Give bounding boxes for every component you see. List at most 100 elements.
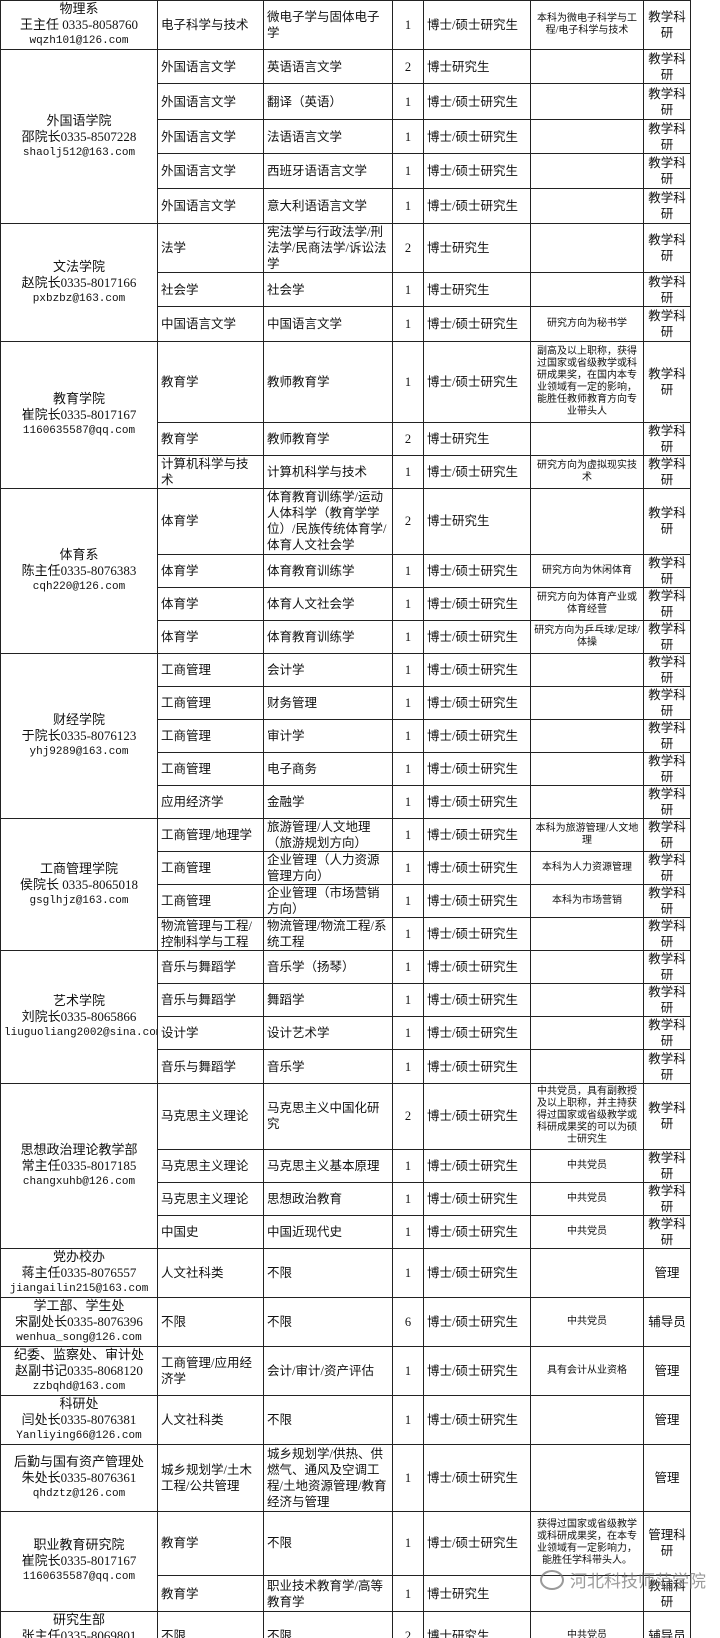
count-cell: 1: [392, 1510, 424, 1577]
count-cell: 1: [392, 950, 424, 985]
department-cell: 艺术学院 刘院长0335-8065866 liuguoliang2002@sina.…: [0, 950, 158, 1084]
contact-phone: 崔院长0335-8017167: [21, 1553, 137, 1569]
table-row: 物理系 王主任 0335-8058760 wqzh101@126.com 电子科学与技…: [0, 0, 691, 50]
discipline-cell: 体育学: [157, 619, 264, 654]
degree-cell: 博士/硕士研究生: [423, 1016, 531, 1051]
major-cell: 电子商务: [263, 751, 393, 787]
contact-phone: 朱处长0335-8076361: [21, 1469, 137, 1485]
table-row: 中国史 中国近现代史 1 博士/硕士研究生 中共党员 教学科研: [1, 1214, 691, 1249]
count-cell: 1: [392, 272, 424, 307]
contact-phone: 赵副书记0335-8068120: [15, 1362, 143, 1378]
post-type-cell: 教学科研: [643, 917, 691, 952]
count-cell: 1: [392, 652, 424, 687]
contact-email: liuguoliang2002@sina.com: [4, 1027, 158, 1040]
degree-cell: 博士研究生: [423, 487, 531, 555]
contact-email: changxuhb@126.com: [22, 1175, 136, 1188]
requirement-cell: 中共党员: [530, 1181, 644, 1216]
major-cell: 企业管理（人力资源管理方向）: [263, 851, 393, 886]
major-cell: 英语语言文学: [263, 48, 393, 85]
department-cell: 后勤与国有资产管理处 朱处长0335-8076361 qhdztz@126.com: [0, 1443, 158, 1512]
major-cell: 会计学: [263, 652, 393, 687]
department-cell: 外国语学院 邵院长0335-8507228 shaolj512@163.com: [0, 48, 158, 225]
table-row: 工商管理学院 侯院长 0335-8065018 gsglhjz@163.com 工商管…: [0, 818, 691, 952]
post-type-cell: 教学科研: [643, 1016, 691, 1051]
degree-cell: 博士/硕士研究生: [423, 187, 531, 225]
department-cell: 教育学院 崔院长0335-8017167 1160635587@qq.com: [0, 341, 158, 489]
table-row: 外国语言文学 意大利语语言文学 1 博士/硕士研究生 教学科研: [1, 187, 691, 225]
degree-cell: 博士研究生: [423, 223, 531, 274]
contact-phone: 张主任0335-8069801: [21, 1628, 137, 1638]
count-cell: 1: [392, 1181, 424, 1216]
post-type-cell: 辅导员: [643, 1610, 691, 1638]
count-cell: 2: [392, 48, 424, 85]
department-name: 党办校办: [52, 1248, 105, 1264]
post-type-cell: 管理: [643, 1345, 691, 1396]
degree-cell: 博士/硕士研究生: [423, 718, 531, 753]
discipline-cell: 工商管理: [157, 884, 264, 919]
degree-cell: 博士/硕士研究生: [423, 917, 531, 952]
table-row: 体育系 陈主任0335-8076383 cqh220@126.com 体育学 体育教育训…: [0, 487, 691, 654]
table-row: 职业教育研究院 崔院长0335-8017167 1160635587@qq.com 教…: [0, 1510, 691, 1612]
department-name: 物理系: [59, 1, 99, 17]
table-row: 工商管理 审计学 1 博士/硕士研究生 教学科研: [1, 718, 691, 753]
major-cell: 体育人文社会学: [263, 586, 393, 621]
post-type-cell: 教学科研: [643, 751, 691, 787]
requirement-cell: [530, 1016, 644, 1051]
post-type-cell: 教学科研: [643, 1214, 691, 1249]
major-cell: 音乐学: [263, 1049, 393, 1084]
post-type-cell: 教学科研: [643, 305, 691, 343]
degree-cell: 博士/硕士研究生: [423, 1345, 531, 1396]
discipline-cell: 计算机科学与技术: [157, 454, 264, 489]
contact-email: zzbqhd@163.com: [32, 1380, 126, 1393]
contact-email: wqzh101@126.com: [29, 35, 129, 47]
major-cell: 不限: [263, 1510, 393, 1577]
requirement-cell: [530, 187, 644, 225]
discipline-cell: 中国语言文学: [157, 305, 264, 343]
table-row: 音乐与舞蹈学 舞蹈学 1 博士/硕士研究生 教学科研: [1, 983, 691, 1018]
table-row: 计算机科学与技术 计算机科学与技术 1 博士/硕士研究生 研究方向为虚拟现实技术 教学科研: [1, 454, 691, 489]
post-type-cell: 辅导员: [643, 1296, 691, 1347]
requirement-cell: [530, 983, 644, 1018]
count-cell: 6: [392, 1296, 424, 1347]
count-cell: 2: [392, 1610, 424, 1638]
major-cell: 计算机科学与技术: [263, 454, 393, 489]
discipline-cell: 外国语言文学: [157, 48, 264, 85]
requirement-cell: 中共党员: [530, 1610, 644, 1638]
count-cell: 1: [392, 187, 424, 225]
table-row: 外国语学院 邵院长0335-8507228 shaolj512@163.com 外国语…: [0, 48, 691, 225]
requirement-cell: 副高及以上职称，获得过国家或省级教学或科研成果奖，在国内本专业领域有一定的影响，…: [530, 341, 644, 423]
degree-cell: 博士研究生: [423, 421, 531, 456]
count-cell: 1: [392, 619, 424, 654]
major-cell: 职业技术教育学/高等教育学: [263, 1575, 393, 1612]
post-type-cell: 教学科研: [643, 421, 691, 456]
degree-cell: 博士/硕士研究生: [423, 685, 531, 720]
discipline-cell: 社会学: [157, 272, 264, 307]
post-type-cell: 管理: [643, 1247, 691, 1298]
requirement-cell: [530, 785, 644, 820]
degree-cell: 博士/硕士研究生: [423, 751, 531, 787]
table-row: 设计学 设计艺术学 1 博士/硕士研究生 教学科研: [1, 1016, 691, 1051]
department-name: 体育系: [59, 546, 99, 562]
requirement-cell: 研究方向为虚拟现实技术: [530, 454, 644, 489]
degree-cell: 博士/硕士研究生: [423, 983, 531, 1018]
table-row: 马克思主义理论 思想政治教育 1 博士/硕士研究生 中共党员 教学科研: [1, 1181, 691, 1216]
degree-cell: 博士研究生: [423, 48, 531, 85]
degree-cell: 博士/硕士研究生: [423, 1148, 531, 1183]
degree-cell: 博士/硕士研究生: [423, 341, 531, 423]
post-type-cell: 教学科研: [643, 48, 691, 85]
contact-email: pxbzbz@163.com: [32, 292, 126, 305]
discipline-cell: 马克思主义理论: [157, 1082, 264, 1150]
count-cell: 1: [392, 884, 424, 919]
discipline-cell: 音乐与舞蹈学: [157, 983, 264, 1018]
major-cell: 会计/审计/资产评估: [263, 1345, 393, 1396]
department-name: 研究生部: [52, 1612, 105, 1628]
count-cell: 1: [392, 785, 424, 820]
table-row: 工商管理 电子商务 1 博士/硕士研究生 教学科研: [1, 751, 691, 787]
major-cell: 音乐学（扬琴）: [263, 950, 393, 985]
discipline-cell: 马克思主义理论: [157, 1181, 264, 1216]
major-cell: 中国语言文学: [263, 305, 393, 343]
discipline-cell: 人文社科类: [157, 1247, 264, 1298]
post-type-cell: 教学科研: [643, 983, 691, 1018]
post-type-cell: 教学科研: [643, 851, 691, 886]
degree-cell: 博士/硕士研究生: [423, 1247, 531, 1298]
